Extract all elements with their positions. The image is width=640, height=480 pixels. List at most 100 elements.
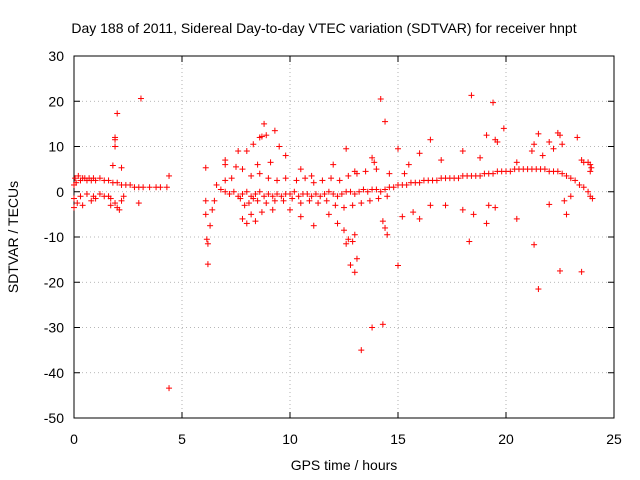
data-point <box>485 202 492 209</box>
data-point <box>282 175 289 182</box>
data-point <box>166 385 173 392</box>
data-point <box>217 186 224 193</box>
data-point <box>274 177 281 184</box>
data-point <box>127 181 134 188</box>
data-point <box>271 197 278 204</box>
data-points <box>71 92 596 392</box>
data-point <box>71 204 77 211</box>
data-point <box>291 188 298 195</box>
data-point <box>252 191 259 198</box>
data-point <box>492 204 499 211</box>
data-point <box>267 159 274 166</box>
data-point <box>75 172 82 179</box>
data-point <box>282 152 289 159</box>
data-point <box>112 200 119 207</box>
data-point <box>455 175 462 182</box>
data-point <box>550 145 557 152</box>
data-point <box>386 170 393 177</box>
data-point <box>202 164 209 171</box>
data-point <box>323 197 330 204</box>
axis-ticks: 0 5 10 15 20 25 -50 -40 -30 -20 -10 0 10 20 30 <box>44 48 622 447</box>
data-point <box>222 157 229 164</box>
data-point <box>239 166 246 173</box>
data-point <box>589 195 596 202</box>
data-point <box>362 168 369 175</box>
x-tick-label: 5 <box>178 431 186 447</box>
data-point <box>211 197 218 204</box>
data-point <box>204 261 211 268</box>
data-point <box>345 172 352 179</box>
data-point <box>274 191 281 198</box>
data-point <box>353 255 360 262</box>
data-point <box>347 262 354 269</box>
data-point <box>588 164 595 171</box>
data-point <box>71 195 77 202</box>
data-point <box>321 191 328 198</box>
data-point <box>297 200 304 207</box>
data-point <box>241 202 248 209</box>
data-point <box>490 170 497 177</box>
data-point <box>574 134 581 141</box>
data-point <box>263 200 270 207</box>
data-point <box>112 136 119 143</box>
data-point <box>166 172 173 179</box>
data-point <box>77 193 84 200</box>
data-point <box>163 184 170 191</box>
chart-title: Day 188 of 2011, Sidereal Day-to-day VTE… <box>71 20 576 36</box>
data-point <box>252 218 259 225</box>
data-point <box>369 154 376 161</box>
data-point <box>358 347 365 354</box>
data-point <box>351 269 358 276</box>
y-axis-label: SDTVAR / TECUs <box>5 181 21 293</box>
data-point <box>349 238 356 245</box>
data-point <box>312 191 319 198</box>
data-point <box>297 166 304 173</box>
x-tick-label: 0 <box>70 431 78 447</box>
data-point <box>330 161 337 168</box>
data-point <box>494 138 501 145</box>
data-point <box>371 159 378 166</box>
data-point <box>230 188 237 195</box>
data-point <box>557 132 563 139</box>
data-point <box>513 215 520 222</box>
data-point <box>317 193 324 200</box>
y-tick-label: 30 <box>48 48 64 64</box>
data-point <box>319 177 326 184</box>
data-point <box>118 164 125 171</box>
data-point <box>328 175 335 182</box>
data-point <box>330 191 337 198</box>
data-point <box>302 175 309 182</box>
data-point <box>308 172 315 179</box>
data-point <box>202 211 209 218</box>
data-point <box>105 177 112 184</box>
data-point <box>263 132 270 139</box>
data-point <box>120 193 127 200</box>
data-point <box>410 209 417 216</box>
data-point <box>477 172 484 179</box>
data-point <box>109 162 116 169</box>
data-point <box>468 92 475 99</box>
y-tick-label: -10 <box>44 229 64 245</box>
data-point <box>563 211 570 218</box>
data-point <box>287 206 293 213</box>
data-point <box>256 188 263 195</box>
data-point <box>546 201 553 208</box>
data-point <box>490 99 497 106</box>
data-point <box>114 179 121 186</box>
data-point <box>235 148 242 155</box>
data-point <box>483 220 490 227</box>
y-tick-label: 10 <box>48 139 64 155</box>
data-point <box>137 95 144 102</box>
data-point <box>561 197 568 204</box>
data-point <box>310 222 317 229</box>
data-point <box>315 200 322 207</box>
data-point <box>351 231 358 238</box>
data-point <box>79 202 86 209</box>
y-tick-label: -40 <box>44 365 64 381</box>
data-point <box>222 188 229 195</box>
data-point <box>377 95 384 102</box>
data-point <box>379 321 386 328</box>
data-point <box>295 193 302 200</box>
data-point <box>546 138 553 145</box>
data-point <box>535 286 542 293</box>
